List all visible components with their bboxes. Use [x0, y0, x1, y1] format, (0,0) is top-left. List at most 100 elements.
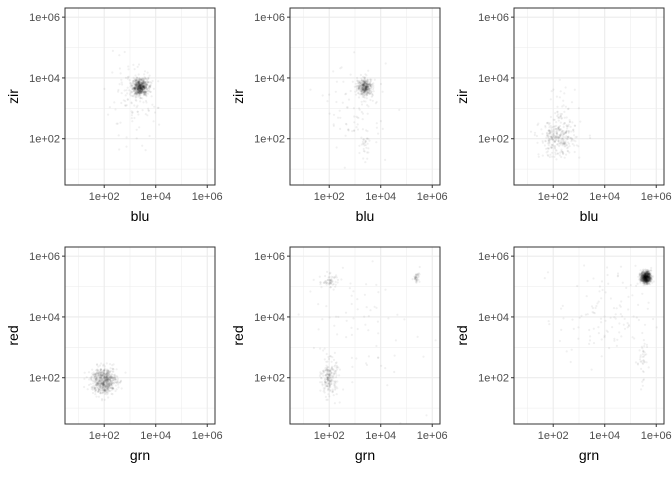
- data-point: [641, 384, 644, 387]
- data-point: [105, 372, 108, 375]
- data-point: [129, 85, 132, 88]
- data-point: [103, 375, 106, 378]
- data-point: [136, 89, 139, 92]
- data-point: [648, 278, 651, 281]
- data-point: [642, 275, 646, 278]
- data-point: [100, 379, 103, 382]
- data-point: [116, 377, 120, 380]
- data-point: [639, 360, 642, 363]
- data-point: [552, 133, 556, 136]
- data-point: [363, 81, 366, 84]
- data-point: [140, 83, 143, 87]
- data-point: [147, 107, 150, 110]
- data-point: [335, 100, 338, 104]
- data-point: [139, 82, 142, 86]
- data-point: [375, 306, 378, 309]
- data-point: [557, 119, 560, 122]
- data-point: [649, 269, 653, 272]
- data-point: [646, 280, 649, 283]
- data-point: [664, 326, 666, 328]
- data-point: [138, 82, 141, 85]
- data-point: [355, 84, 358, 88]
- data-point: [344, 93, 347, 96]
- data-point: [646, 276, 649, 279]
- data-point: [102, 373, 105, 376]
- data-point: [136, 90, 139, 94]
- data-point: [363, 89, 366, 92]
- data-point: [330, 382, 333, 385]
- data-point: [108, 363, 112, 366]
- data-point: [107, 380, 110, 383]
- data-point: [110, 382, 113, 386]
- data-point: [138, 92, 141, 95]
- data-point: [335, 385, 338, 388]
- data-point: [644, 279, 648, 283]
- data-point: [107, 379, 110, 382]
- data-point: [101, 377, 104, 381]
- data-point: [639, 279, 642, 282]
- data-point: [364, 90, 367, 93]
- data-point: [347, 128, 350, 131]
- data-point: [126, 77, 129, 80]
- data-point: [111, 393, 114, 396]
- data-point: [557, 142, 560, 145]
- data-point: [641, 279, 645, 282]
- data-point: [563, 145, 566, 148]
- data-point: [361, 87, 364, 90]
- data-point: [362, 90, 365, 93]
- data-point: [133, 94, 136, 97]
- data-point: [327, 373, 330, 376]
- data-point: [369, 83, 372, 86]
- data-point: [562, 99, 565, 102]
- data-point: [354, 82, 357, 85]
- data-point: [322, 374, 325, 377]
- data-point: [360, 84, 363, 87]
- data-point: [559, 90, 562, 93]
- data-point: [562, 317, 565, 320]
- data-point: [97, 388, 100, 391]
- data-point: [119, 381, 122, 384]
- data-point: [102, 369, 105, 372]
- data-point: [139, 92, 142, 95]
- data-point: [99, 374, 102, 377]
- data-point: [111, 381, 114, 384]
- data-point: [598, 285, 602, 288]
- data-point: [140, 89, 143, 92]
- data-point: [107, 374, 110, 377]
- data-point: [141, 88, 145, 91]
- data-point: [641, 275, 644, 278]
- data-point: [648, 270, 651, 273]
- data-point: [643, 273, 646, 276]
- data-point: [338, 374, 341, 377]
- data-point: [329, 279, 332, 282]
- data-point: [94, 374, 97, 377]
- data-point: [642, 276, 645, 279]
- data-point: [96, 382, 99, 385]
- data-point: [328, 370, 331, 373]
- data-point: [363, 79, 366, 83]
- data-point: [647, 301, 650, 304]
- data-point: [102, 389, 105, 392]
- data-point: [643, 278, 647, 281]
- data-point: [572, 129, 575, 132]
- data-point: [150, 95, 153, 98]
- data-point: [625, 286, 628, 289]
- data-point: [555, 131, 558, 134]
- data-point: [644, 279, 647, 282]
- data-point: [100, 399, 104, 402]
- data-point: [320, 377, 323, 380]
- data-point: [328, 384, 331, 387]
- data-point: [136, 90, 139, 93]
- data-point: [641, 280, 644, 283]
- data-point: [112, 382, 115, 385]
- data-point: [113, 378, 116, 381]
- data-point: [329, 369, 332, 372]
- data-point: [641, 347, 644, 350]
- data-point: [554, 149, 557, 152]
- data-point: [139, 86, 142, 89]
- point-layer: [83, 362, 127, 402]
- data-point: [326, 270, 329, 273]
- data-point: [554, 153, 557, 156]
- data-point: [641, 280, 644, 283]
- data-point: [140, 83, 143, 87]
